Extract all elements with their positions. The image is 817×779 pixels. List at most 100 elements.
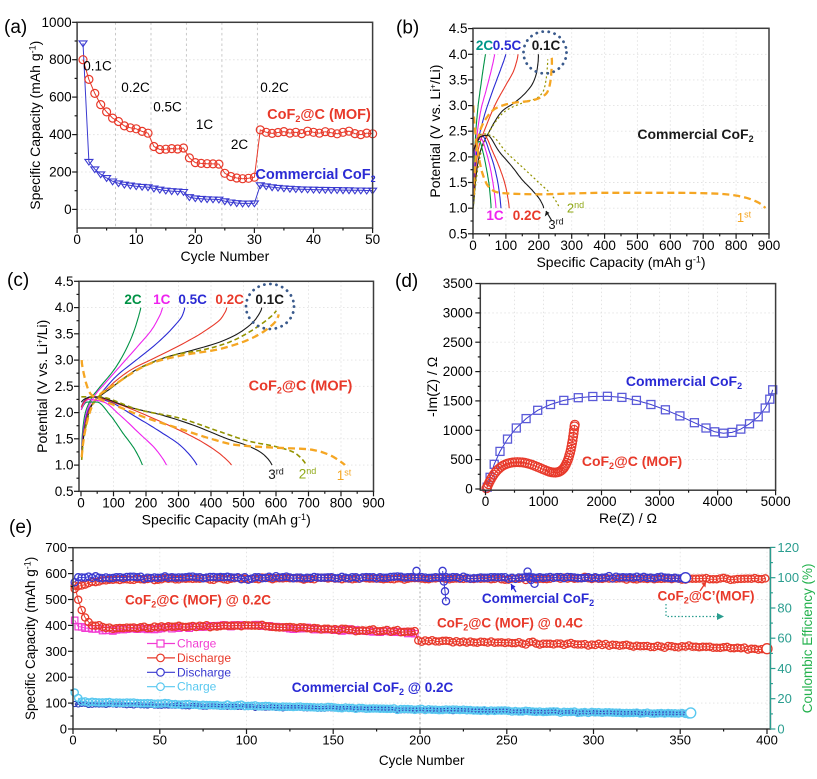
svg-text:Specific Capacity (mAh g-1​): Specific Capacity (mAh g-1​): [23, 557, 39, 720]
svg-text:50: 50: [153, 733, 167, 748]
svg-text:1.5: 1.5: [55, 431, 74, 446]
svg-text:300: 300: [583, 733, 605, 748]
svg-text:800: 800: [725, 238, 748, 253]
svg-text:(d): (d): [395, 271, 418, 292]
svg-text:300: 300: [560, 238, 583, 253]
svg-text:0.5: 0.5: [449, 226, 468, 241]
svg-text:Discharge: Discharge: [177, 665, 231, 679]
svg-text:Coulombic Efficiency (%): Coulombic Efficiency (%): [800, 563, 815, 713]
svg-text:2000: 2000: [586, 494, 616, 509]
svg-text:600: 600: [49, 90, 72, 105]
svg-text:600: 600: [45, 566, 67, 581]
svg-text:4.0: 4.0: [449, 47, 468, 62]
svg-text:4000: 4000: [703, 494, 733, 509]
svg-text:0: 0: [64, 202, 72, 217]
svg-text:0.2C: 0.2C: [121, 80, 150, 95]
svg-text:500: 500: [450, 452, 473, 467]
svg-text:250: 250: [496, 733, 518, 748]
svg-text:Discharge: Discharge: [177, 651, 231, 665]
svg-text:0: 0: [465, 482, 473, 497]
svg-text:400: 400: [593, 238, 616, 253]
svg-text:(b): (b): [396, 18, 419, 39]
svg-text:800: 800: [330, 495, 353, 510]
svg-text:5000: 5000: [761, 494, 791, 509]
svg-text:700: 700: [297, 495, 320, 510]
svg-text:20: 20: [777, 691, 791, 706]
svg-text:Commercial CoF2​: Commercial CoF2​: [637, 126, 753, 144]
svg-text:1C: 1C: [153, 292, 171, 307]
svg-text:3500: 3500: [443, 276, 473, 291]
svg-text:1000: 1000: [42, 15, 72, 30]
svg-text:10: 10: [129, 232, 144, 247]
svg-text:400: 400: [200, 495, 223, 510]
svg-text:30: 30: [247, 232, 262, 247]
svg-text:150: 150: [322, 733, 344, 748]
svg-text:2.0: 2.0: [55, 405, 74, 420]
svg-text:200: 200: [409, 733, 431, 748]
svg-text:2.5: 2.5: [55, 379, 74, 394]
svg-text:40: 40: [306, 232, 321, 247]
svg-text:0.5C: 0.5C: [153, 100, 182, 115]
svg-text:4.5: 4.5: [449, 21, 468, 36]
svg-text:100: 100: [777, 570, 799, 585]
svg-text:300: 300: [45, 644, 67, 659]
svg-text:0.2C: 0.2C: [215, 292, 244, 307]
svg-text:200: 200: [528, 238, 551, 253]
svg-text:3.5: 3.5: [449, 72, 468, 87]
svg-text:100: 100: [45, 696, 67, 711]
svg-text:0: 0: [77, 495, 85, 510]
svg-text:350: 350: [669, 733, 691, 748]
svg-text:2C: 2C: [231, 137, 249, 152]
svg-text:1.0: 1.0: [449, 201, 468, 216]
svg-text:CoF2​@C (MOF): CoF2​@C (MOF): [249, 379, 353, 396]
svg-text:3000: 3000: [443, 305, 473, 320]
svg-text:CoF2​@C’(MOF): CoF2​@C’(MOF): [658, 589, 755, 606]
svg-text:500: 500: [626, 238, 649, 253]
svg-text:2C: 2C: [476, 38, 494, 53]
svg-text:Commercial CoF2​ @ 0.2C: Commercial CoF2​ @ 0.2C: [292, 680, 454, 697]
svg-text:3.0: 3.0: [55, 353, 74, 368]
svg-text:Charge: Charge: [177, 637, 217, 651]
svg-text:Potential (V vs. Li+​/Li): Potential (V vs. Li+​/Li): [34, 320, 50, 453]
svg-text:2C: 2C: [124, 292, 142, 307]
svg-text:60: 60: [777, 631, 791, 646]
svg-text:Specific Capacity (mAh g-1​): Specific Capacity (mAh g-1​): [142, 511, 311, 527]
svg-text:120: 120: [777, 540, 799, 555]
svg-text:CoF2​@C (MOF): CoF2​@C (MOF): [267, 107, 371, 124]
svg-text:500: 500: [45, 592, 67, 607]
svg-text:400: 400: [756, 733, 778, 748]
svg-text:4.0: 4.0: [55, 300, 74, 315]
svg-text:1000: 1000: [443, 423, 473, 438]
svg-text:(c): (c): [7, 270, 29, 291]
svg-text:Specific Capacity (mAh g-1​): Specific Capacity (mAh g-1​): [536, 254, 705, 270]
svg-text:2.5: 2.5: [449, 124, 468, 139]
svg-text:Charge: Charge: [177, 680, 217, 694]
svg-text:0.2C: 0.2C: [513, 208, 542, 223]
svg-text:20: 20: [188, 232, 203, 247]
svg-text:2000: 2000: [443, 364, 473, 379]
svg-text:2.0: 2.0: [449, 149, 468, 164]
svg-text:3.0: 3.0: [449, 98, 468, 113]
svg-text:1.0: 1.0: [55, 458, 74, 473]
svg-text:CoF2​@C (MOF) @ 0.4C: CoF2​@C (MOF) @ 0.4C: [437, 616, 583, 633]
svg-text:0: 0: [69, 733, 76, 748]
svg-text:1C: 1C: [196, 117, 214, 132]
svg-text:1500: 1500: [443, 393, 473, 408]
svg-text:Cycle Number: Cycle Number: [379, 753, 465, 768]
svg-text:4.5: 4.5: [55, 274, 74, 289]
svg-text:Re(Z) / Ω: Re(Z) / Ω: [599, 510, 657, 526]
svg-text:CoF2​@C (MOF): CoF2​@C (MOF): [582, 453, 682, 471]
svg-text:1C: 1C: [486, 208, 504, 223]
svg-text:0.2C: 0.2C: [260, 80, 289, 95]
svg-text:0: 0: [469, 238, 477, 253]
svg-text:(e): (e): [9, 517, 32, 538]
svg-text:50: 50: [365, 232, 380, 247]
svg-text:1000: 1000: [528, 494, 558, 509]
svg-text:0: 0: [482, 494, 490, 509]
svg-text:2500: 2500: [443, 335, 473, 350]
svg-text:200: 200: [45, 670, 67, 685]
svg-text:0: 0: [777, 722, 784, 737]
svg-text:3000: 3000: [645, 494, 675, 509]
svg-text:900: 900: [362, 495, 385, 510]
svg-text:100: 100: [495, 238, 518, 253]
